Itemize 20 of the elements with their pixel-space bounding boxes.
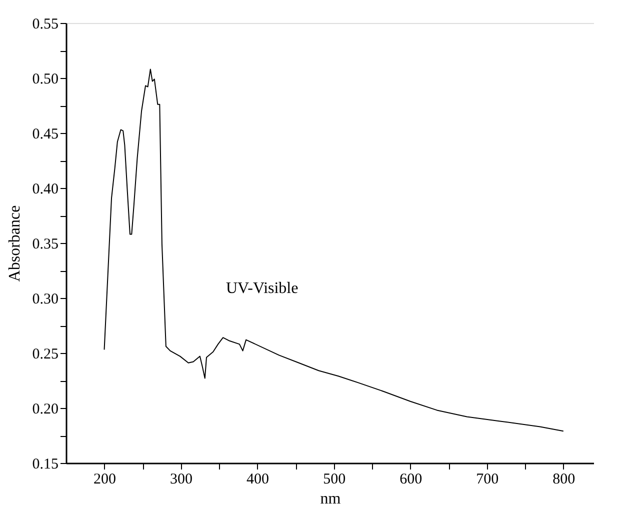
x-tick-label: 600 [400, 472, 422, 488]
y-tick-label: 0.40 [32, 182, 58, 198]
x-axis-title: nm [320, 490, 342, 508]
x-tick-label: 400 [246, 472, 270, 488]
y-tick-label: 0.50 [32, 72, 58, 88]
y-tick-label: 0.55 [32, 16, 58, 32]
line-series [104, 68, 564, 432]
y-axis-title: Absorbance [6, 205, 24, 282]
x-tick-label: 800 [552, 472, 576, 488]
x-tick-label: 200 [94, 472, 116, 488]
x-tick-label: 700 [476, 472, 499, 488]
y-tick-label: 0.25 [32, 346, 58, 362]
y-tick-label: 0.15 [32, 456, 58, 472]
y-tick-label: 0.30 [32, 292, 58, 308]
y-tick-label: 0.45 [32, 126, 58, 142]
x-tick-label: 500 [323, 472, 346, 488]
x-tick-label: 300 [170, 472, 193, 488]
annotation: UV-Visible [226, 280, 298, 297]
y-tick-label: 0.35 [32, 236, 58, 252]
y-tick-label: 0.20 [32, 402, 58, 418]
